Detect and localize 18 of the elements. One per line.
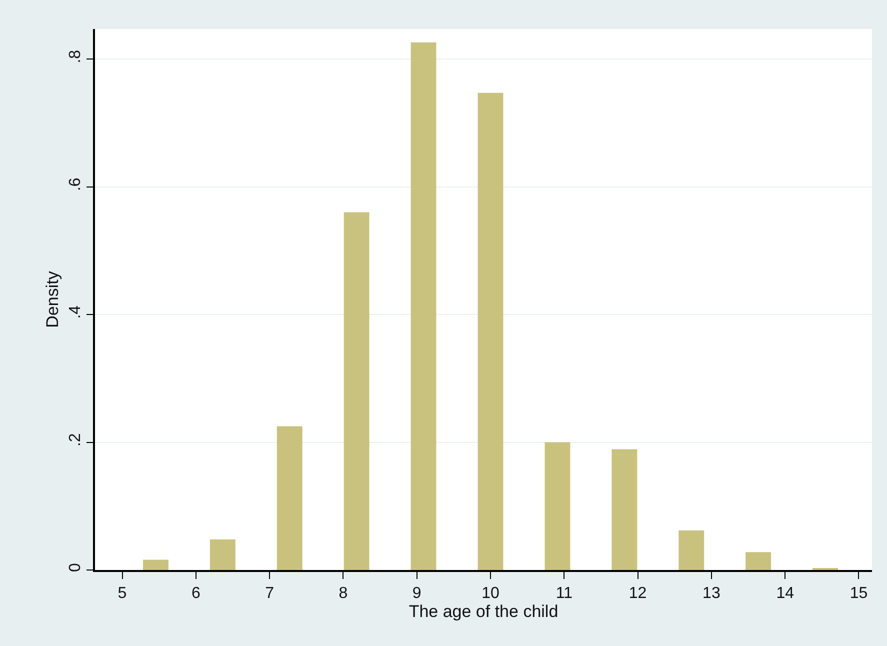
x-tick-label: 8 bbox=[338, 584, 348, 602]
x-tick-label: 10 bbox=[482, 584, 500, 602]
y-tick-label: .2 bbox=[66, 433, 84, 447]
y-axis-title: Density bbox=[42, 270, 62, 328]
x-tick-label: 9 bbox=[412, 584, 422, 602]
x-tick-label: 12 bbox=[628, 584, 647, 602]
x-tick-label: 6 bbox=[191, 584, 200, 602]
x-tick-label: 13 bbox=[702, 584, 720, 602]
x-axis-title: The age of the child bbox=[408, 602, 558, 621]
x-tick-label: 11 bbox=[556, 584, 573, 602]
x-tick-label: 14 bbox=[776, 584, 794, 602]
x-tick-label: 5 bbox=[118, 584, 127, 602]
y-tick-label: .4 bbox=[66, 305, 84, 319]
y-tick-label: .8 bbox=[66, 50, 84, 64]
y-tick-label: .6 bbox=[66, 178, 84, 192]
y-tick-label: 0 bbox=[66, 563, 84, 572]
x-tick-label: 7 bbox=[265, 584, 274, 602]
x-tick-label: 15 bbox=[850, 584, 868, 602]
